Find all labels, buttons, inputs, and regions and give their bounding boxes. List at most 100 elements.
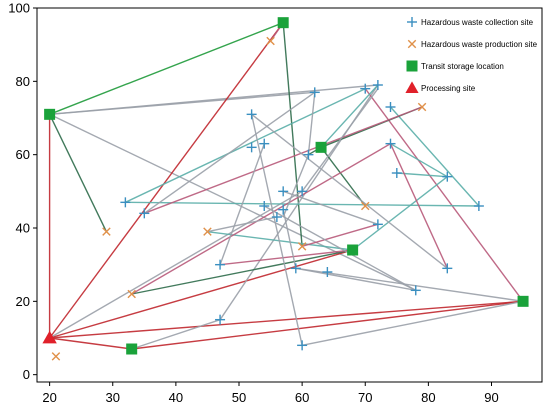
y-tick-label-2: 40 — [16, 221, 30, 236]
route-line-14 — [131, 319, 221, 350]
y-tick-label-3: 60 — [16, 147, 30, 162]
point-square-3 — [315, 141, 327, 153]
point-cross-0 — [51, 352, 61, 361]
route-line-19 — [125, 88, 366, 203]
point-plus-26 — [473, 201, 484, 211]
route-line-32 — [144, 106, 423, 214]
y-tick-label-1: 20 — [16, 294, 30, 309]
route-line-13 — [49, 190, 303, 339]
point-triangle-0 — [42, 330, 57, 344]
point-plus-17 — [360, 83, 371, 94]
route-line-11 — [49, 300, 524, 339]
legend-label-2: Transit storage location — [421, 62, 504, 71]
point-plus-25 — [442, 263, 453, 274]
point-plus-3 — [215, 314, 226, 325]
route-line-44 — [207, 216, 278, 233]
route-line-38 — [250, 114, 303, 346]
route-line-42 — [282, 154, 310, 218]
route-line-20 — [125, 201, 479, 207]
point-plus-23 — [410, 285, 421, 296]
route-line-46 — [301, 88, 379, 192]
point-square-4 — [347, 244, 359, 256]
point-cross-5 — [297, 242, 307, 251]
route-line-23 — [396, 172, 448, 178]
route-line-33 — [389, 143, 448, 269]
point-plus-11 — [290, 263, 301, 274]
route-line-28 — [320, 146, 366, 207]
route-line-31 — [131, 143, 391, 295]
route-line-39 — [251, 113, 448, 269]
point-square-1 — [126, 343, 138, 355]
route-line-12 — [131, 300, 524, 350]
route-line-1 — [48, 113, 108, 233]
route-line-30 — [131, 249, 353, 295]
x-tick-label-5: 70 — [358, 390, 372, 405]
route-line-45 — [282, 190, 379, 225]
route-line-47 — [307, 92, 316, 155]
legend-label-1: Hazardous waste production site — [421, 40, 538, 49]
point-plus-19 — [372, 219, 383, 230]
point-plus-21 — [385, 138, 396, 149]
x-tick-label-6: 80 — [421, 390, 435, 405]
point-cross-1 — [102, 227, 111, 236]
y-tick-label-5: 100 — [8, 1, 30, 16]
point-plus-8 — [271, 212, 282, 222]
point-cross-6 — [361, 201, 370, 211]
point-plus-5 — [246, 142, 257, 153]
route-line-17 — [295, 267, 524, 302]
x-tick-label-1: 30 — [106, 390, 120, 405]
point-plus-1 — [139, 208, 150, 219]
routes-layer — [48, 22, 524, 350]
route-line-8 — [282, 22, 303, 247]
point-plus-4 — [246, 109, 257, 120]
point-plus-24 — [442, 171, 453, 182]
x-tick-label-3: 50 — [232, 390, 246, 405]
point-plus-12 — [297, 186, 308, 197]
y-tick-label-4: 80 — [16, 74, 30, 89]
legend-marker-1 — [407, 39, 417, 49]
route-line-22 — [390, 143, 448, 178]
point-square-0 — [44, 108, 56, 120]
legend-marker-2 — [406, 60, 418, 72]
route-line-3 — [49, 91, 315, 115]
point-plus-22 — [391, 168, 402, 178]
route-line-35 — [220, 249, 353, 266]
route-line-16 — [301, 300, 524, 346]
points-layer — [42, 17, 529, 361]
legend-label-3: Processing site — [421, 84, 476, 93]
route-line-6 — [49, 22, 284, 339]
x-tick-label-4: 60 — [295, 390, 309, 405]
point-plus-15 — [309, 87, 320, 98]
route-line-43 — [295, 267, 416, 291]
legend-marker-3 — [405, 81, 419, 93]
point-plus-13 — [297, 340, 308, 351]
legend-label-0: Hazardous waste collection site — [421, 18, 534, 27]
point-plus-2 — [215, 259, 226, 270]
legend-marker-0 — [407, 17, 417, 27]
x-tick-label-7: 90 — [484, 390, 498, 405]
point-plus-14 — [303, 149, 314, 160]
point-plus-0 — [120, 197, 131, 208]
point-plus-7 — [259, 201, 270, 211]
point-cross-7 — [417, 102, 427, 112]
point-plus-20 — [385, 102, 396, 112]
route-line-41 — [282, 209, 297, 269]
route-line-0 — [49, 22, 284, 115]
route-line-21 — [389, 106, 480, 207]
route-line-34 — [301, 223, 379, 247]
route-line-4 — [49, 113, 417, 291]
point-cross-4 — [266, 36, 275, 46]
x-tick-label-2: 40 — [169, 390, 183, 405]
point-plus-6 — [259, 138, 270, 149]
axis-layer: 20 30 40 50 60 70 80 90 0 20 40 60 80 100 — [8, 1, 498, 406]
route-line-10 — [49, 249, 353, 339]
route-line-37 — [219, 143, 265, 265]
route-line-9 — [49, 337, 132, 350]
point-square-5 — [517, 295, 529, 307]
point-plus-16 — [322, 267, 333, 277]
route-line-26 — [320, 84, 379, 148]
route-line-25 — [352, 176, 448, 251]
route-line-18 — [364, 88, 524, 302]
point-square-2 — [277, 17, 289, 29]
